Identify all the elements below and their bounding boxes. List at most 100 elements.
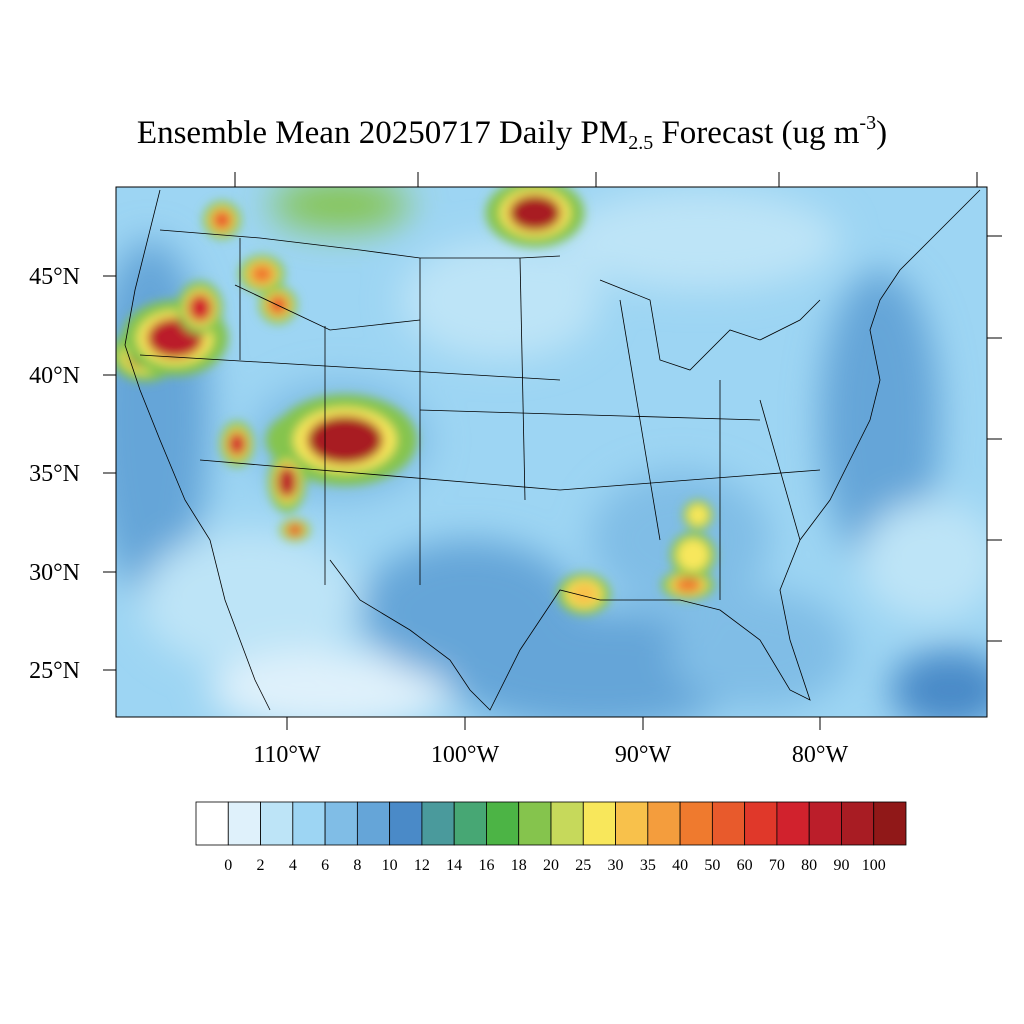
lat-label: 35°N	[29, 461, 80, 487]
state-boundaries	[124, 189, 981, 711]
colorbar-swatch	[647, 801, 681, 846]
latitude-labels: 45°N 40°N 35°N 30°N 25°N	[29, 264, 80, 684]
colorbar-label: 16	[478, 857, 494, 874]
colorbar-label: 50	[704, 857, 720, 874]
colorbar-swatch	[711, 801, 746, 846]
coastline-west	[124, 189, 271, 711]
colorbar-label: 80	[801, 857, 817, 874]
field-east-coast	[820, 270, 940, 570]
colorbar-swatch	[195, 801, 229, 846]
lon-label: 80°W	[792, 742, 849, 768]
hotspot-western-montana	[250, 264, 274, 284]
hotspot-southwest-colorado	[307, 416, 383, 464]
colorbar-label: 90	[833, 857, 849, 874]
field-canada	[270, 187, 410, 230]
hotspot-northern-new-mexico	[277, 466, 297, 498]
hotspot-northern-idaho	[212, 210, 232, 230]
coastline-gulf	[329, 189, 981, 711]
state-line-12	[234, 284, 421, 331]
colorbar-swatch	[260, 801, 294, 846]
colorbar-swatch	[776, 801, 810, 846]
map-plot-area	[116, 187, 987, 717]
colorbar-label: 18	[511, 857, 527, 874]
axis-ticks	[103, 172, 1002, 730]
lat-label: 40°N	[29, 363, 80, 389]
field-baja	[210, 650, 450, 717]
hotspot-central-alabama	[690, 507, 706, 523]
colorbar-swatch	[518, 801, 552, 846]
colorbar-swatch	[292, 801, 326, 846]
colorbar-label: 25	[575, 857, 591, 874]
colorbar-swatch	[841, 801, 875, 846]
state-line-11	[759, 399, 801, 541]
hotspot-central-alabama	[681, 543, 705, 567]
field-southeast-atlantic	[890, 650, 987, 717]
colorbar-label: 8	[353, 857, 361, 874]
lon-label: 90°W	[615, 742, 672, 768]
state-line-8	[559, 469, 821, 491]
colorbar-label: 35	[640, 857, 656, 874]
colorbar-swatch	[421, 801, 455, 846]
hotspot-northern-arizona	[228, 432, 246, 456]
field-gulf-east	[670, 590, 850, 710]
colorbar-label: 10	[382, 857, 398, 874]
colorbar-label: 30	[608, 857, 624, 874]
colorbar-label: 0	[224, 857, 232, 874]
state-line-4	[519, 257, 526, 501]
colorbar-label: 14	[446, 857, 462, 874]
colorbar-swatch	[744, 801, 778, 846]
field-northern-plains	[560, 190, 840, 290]
lon-label: 110°W	[253, 742, 321, 768]
colorbar-label: 2	[257, 857, 265, 874]
field-atlantic	[860, 500, 987, 620]
colorbar-swatch	[808, 801, 842, 846]
colorbar-swatch	[324, 801, 358, 846]
map-title: Ensemble Mean 20250717 Daily PM2.5 Forec…	[0, 112, 1024, 155]
title-forecast: Forecast (ug m	[653, 115, 860, 151]
colorbar-swatch	[389, 801, 423, 846]
title-close: )	[876, 115, 888, 151]
longitude-labels: 110°W 100°W 90°W 80°W	[253, 742, 848, 768]
hotspot-southern-nevada	[287, 524, 303, 536]
lat-label: 45°N	[29, 264, 80, 290]
colorbar-swatch	[582, 801, 616, 846]
great-lakes	[599, 279, 821, 371]
colorbar-labels: 0 2 4 6 8 10 12 14 16 18 20 25 30 35 40 50 60 70 80 90 100	[224, 857, 885, 874]
colorbar	[195, 801, 907, 846]
colorbar-label: 6	[321, 857, 329, 874]
field-great-plains	[400, 240, 600, 360]
title-subscript: 2.5	[628, 132, 654, 154]
colorbar-swatch	[873, 801, 907, 846]
state-line-9	[619, 299, 661, 541]
colorbar-swatch	[486, 801, 520, 846]
title-superscript: -3	[859, 112, 877, 134]
colorbar-swatch	[356, 801, 391, 846]
colorbar-label: 12	[414, 857, 430, 874]
state-line-6	[199, 459, 561, 491]
hotspot-idaho	[188, 294, 212, 322]
lon-label: 100°W	[431, 742, 500, 768]
hotspot-southern-louisiana	[570, 583, 598, 605]
colorbar-label: 100	[862, 857, 886, 874]
colorbar-label: 40	[672, 857, 688, 874]
lat-label: 30°N	[29, 560, 80, 586]
lat-label: 25°N	[29, 658, 80, 684]
colorbar-swatch	[615, 801, 649, 846]
colorbar-swatch	[227, 801, 261, 846]
state-line-7	[419, 409, 761, 421]
title-main: Ensemble Mean 20250717 Daily PM	[136, 115, 629, 151]
colorbar-swatch	[550, 801, 584, 846]
state-line-5	[139, 354, 561, 381]
colorbar-label: 4	[289, 857, 297, 874]
field-southwest-desert	[140, 530, 360, 670]
colorbar-label: 70	[769, 857, 785, 874]
plot-frame	[115, 186, 988, 718]
hotspot-southern-alabama	[674, 577, 702, 593]
colorbar-label: 20	[543, 857, 559, 874]
canada-border	[159, 229, 561, 259]
colorbar-label: 60	[737, 857, 753, 874]
colorbar-swatch	[679, 801, 713, 846]
hotspot-lake-of-the-woods	[509, 195, 561, 231]
colorbar-swatch	[453, 801, 487, 846]
